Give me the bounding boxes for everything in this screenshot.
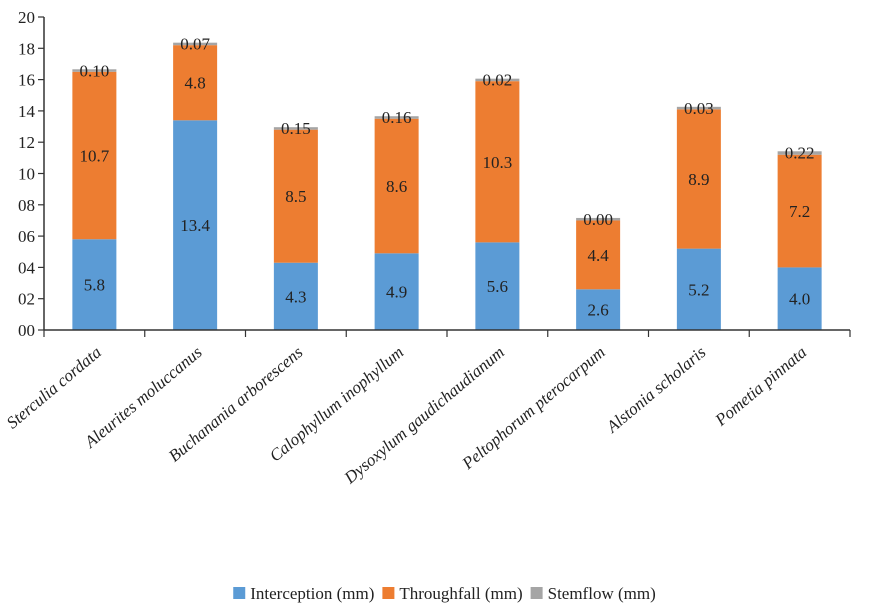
bar-segment [72, 71, 117, 240]
data-label: 8.6 [386, 177, 407, 196]
data-label: 0.16 [382, 108, 412, 127]
bar-segment [676, 106, 721, 110]
legend-label: Stemflow (mm) [548, 584, 656, 603]
data-label: 5.2 [688, 280, 709, 299]
y-tick-label: 12 [18, 133, 35, 152]
bar-segment [475, 242, 520, 330]
data-label: 13.4 [180, 216, 210, 235]
bar-segment [777, 154, 822, 268]
legend-swatch [382, 587, 395, 599]
data-label: 4.3 [285, 287, 306, 306]
bars: 5.8 10.7 0.10 13.4 4.8 0.07 4.3 8.5 0.15 4.9 8.6 0.… [72, 35, 822, 330]
y-tick-label: 14 [18, 102, 36, 121]
data-label: 0.22 [785, 143, 815, 162]
bar-segment [273, 129, 318, 263]
bar-segment [273, 262, 318, 330]
bar-segment [374, 118, 419, 254]
bar-segment [374, 116, 419, 119]
data-label: 4.4 [588, 246, 610, 265]
data-label: 4.9 [386, 283, 407, 302]
y-tick-label: 08 [18, 196, 35, 215]
data-label: 7.2 [789, 202, 810, 221]
y-tick-label: 04 [18, 258, 36, 277]
bar-segment [676, 248, 721, 330]
bar-segment [777, 267, 822, 330]
y-tick-label: 00 [18, 321, 35, 340]
bar-segment [273, 127, 318, 130]
bar-segment [475, 78, 520, 82]
bar-segment [475, 81, 520, 243]
y-tick-label: 02 [18, 290, 35, 309]
bar-segment [72, 239, 117, 330]
data-label: 0.07 [180, 35, 210, 54]
legend-label: Throughfall (mm) [399, 584, 522, 603]
bar-segment [374, 253, 419, 330]
data-label: 5.6 [487, 277, 508, 296]
data-label: 4.8 [185, 74, 206, 93]
data-label: 8.5 [285, 187, 306, 206]
bar-segment [173, 42, 218, 46]
bar-segment [72, 69, 117, 72]
bar-segment [576, 217, 621, 221]
y-axis: 00 02 04 06 08 10 12 14 16 18 20 [18, 8, 45, 340]
legend-swatch [233, 587, 246, 599]
data-label: 2.6 [588, 301, 609, 320]
bar-segment [173, 120, 218, 330]
data-label: 5.8 [84, 276, 105, 295]
y-tick-label: 10 [18, 165, 35, 184]
y-tick-label: 20 [18, 8, 35, 27]
data-label: 10.3 [483, 153, 513, 172]
data-label: 0.15 [281, 119, 311, 138]
x-category-label: Sterculia cordata [3, 343, 105, 433]
data-label: 8.9 [688, 170, 709, 189]
bar-segment [576, 220, 621, 290]
y-tick-label: 16 [18, 71, 35, 90]
bar-segment [676, 109, 721, 249]
y-tick-label: 18 [18, 39, 35, 58]
legend-swatch [530, 587, 543, 599]
data-label: 10.7 [80, 147, 110, 166]
x-category-label: Dysoxylum gaudichaudianum [340, 343, 508, 488]
bar-segment [777, 151, 822, 155]
data-label: 4.0 [789, 290, 810, 309]
legend-label: Interception (mm) [250, 584, 374, 603]
x-category-label: Alstonia scholaris [602, 342, 710, 437]
data-label: 0.02 [483, 71, 513, 90]
x-category-label: Pometia pinnata [711, 343, 810, 431]
data-label: 0.00 [583, 210, 613, 229]
y-tick-label: 06 [18, 227, 35, 246]
bar-segment [173, 45, 218, 121]
data-label: 0.03 [684, 99, 714, 118]
bar-segment [576, 289, 621, 330]
legend: Interception (mm) Throughfall (mm) Stemflo… [233, 584, 656, 603]
data-label: 0.10 [80, 61, 110, 80]
